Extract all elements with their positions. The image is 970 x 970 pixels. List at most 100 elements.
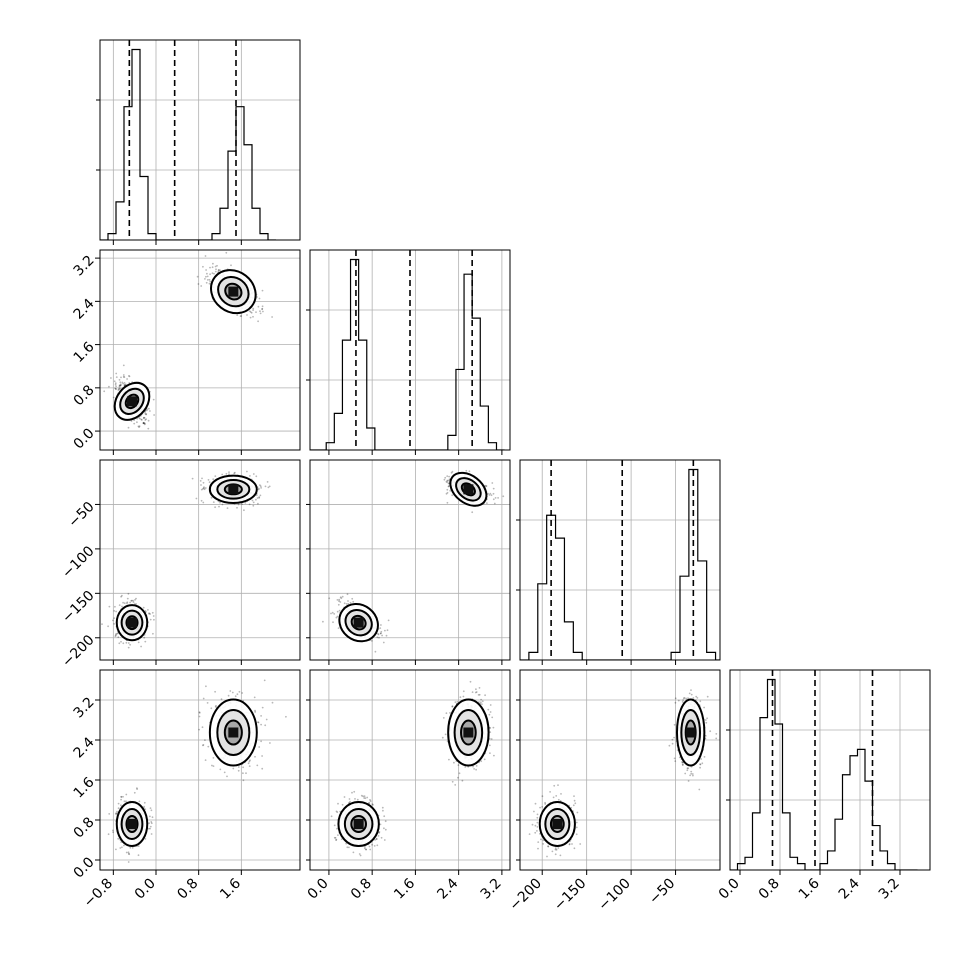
sample-point [115,813,118,816]
sample-point [573,795,575,797]
sample-point [381,806,384,809]
sample-point [214,265,217,268]
sample-point [202,481,205,484]
sample-point [202,265,204,268]
sample-point [687,767,690,770]
sample-point [114,383,117,386]
sample-point [137,641,140,644]
density-peak [228,484,239,495]
sample-point [699,766,701,769]
sample-point [227,694,230,697]
sample-point [119,847,122,849]
sample-point [123,384,126,387]
sample-point [202,501,205,504]
sample-point [497,497,499,499]
sample-point [480,760,483,763]
sample-point [379,632,382,635]
sample-point [575,833,578,836]
sample-point [475,765,478,767]
sample-point [446,488,449,491]
sample-point [544,801,546,804]
sample-point [457,764,460,766]
sample-point [119,384,122,387]
sample-point [231,691,234,694]
sample-point [489,727,492,729]
sample-point [129,601,132,604]
sample-point [251,499,254,502]
sample-point [148,407,150,410]
sample-point [204,255,207,257]
sample-point [271,701,274,704]
sample-point [451,494,454,497]
sample-point [123,382,126,384]
y-tick-label: 1.6 [71,339,98,366]
sample-point [489,752,491,754]
sample-point [212,478,215,481]
sample-point [376,636,379,639]
sample-point [147,609,149,611]
sample-point [447,485,450,488]
sample-point [229,690,232,692]
sample-point [553,784,556,787]
sample-point [445,492,448,495]
x-tick-label: 0.8 [174,876,201,903]
sample-point [261,307,264,310]
sample-point [121,605,123,608]
sample-point [214,475,217,477]
sample-point [142,606,145,609]
sample-point [115,633,117,636]
sample-point [537,847,539,850]
sample-point [200,484,202,486]
sample-point [206,702,209,704]
sample-point [135,603,138,605]
sample-point [149,807,152,809]
sample-point [493,754,495,757]
sample-point [271,316,273,318]
sample-point [487,708,490,711]
y-tick-label: 0.0 [71,854,98,881]
sample-point [142,422,145,425]
sample-point [115,385,117,388]
panel-frame [519,459,721,661]
sample-point [536,821,539,824]
sample-point [119,384,122,387]
sample-point [150,809,153,812]
y-tick-label: −200 [59,632,98,671]
sample-point [345,842,348,845]
sample-point [268,485,271,488]
sample-point [200,499,203,502]
sample-point [120,640,122,643]
sample-point [554,848,557,851]
sample-point [709,730,712,733]
sample-point [377,633,379,635]
sample-point [205,275,207,278]
sample-point [248,310,251,312]
sample-point [212,757,215,759]
density-peak [228,286,239,297]
sample-point [448,475,450,478]
sample-point [383,827,385,830]
sample-point [127,646,130,649]
sample-point [330,815,333,818]
panel-0-0 [96,39,301,245]
panel-1-1 [306,249,511,455]
y-tick-label: 2.4 [71,296,98,323]
sample-point [142,421,145,424]
sample-point [210,707,213,710]
sample-point [380,624,382,626]
sample-point [143,422,145,425]
sample-point [145,418,148,421]
sample-point [332,621,334,624]
sample-point [138,425,141,428]
sample-point [150,833,153,835]
sample-point [489,492,492,495]
sample-point [219,768,222,771]
sample-point [364,797,367,800]
sample-point [375,838,378,841]
sample-point [122,375,125,378]
sample-point [375,837,378,840]
sample-point [363,797,365,799]
sample-point [236,314,239,316]
sample-point [475,768,477,771]
